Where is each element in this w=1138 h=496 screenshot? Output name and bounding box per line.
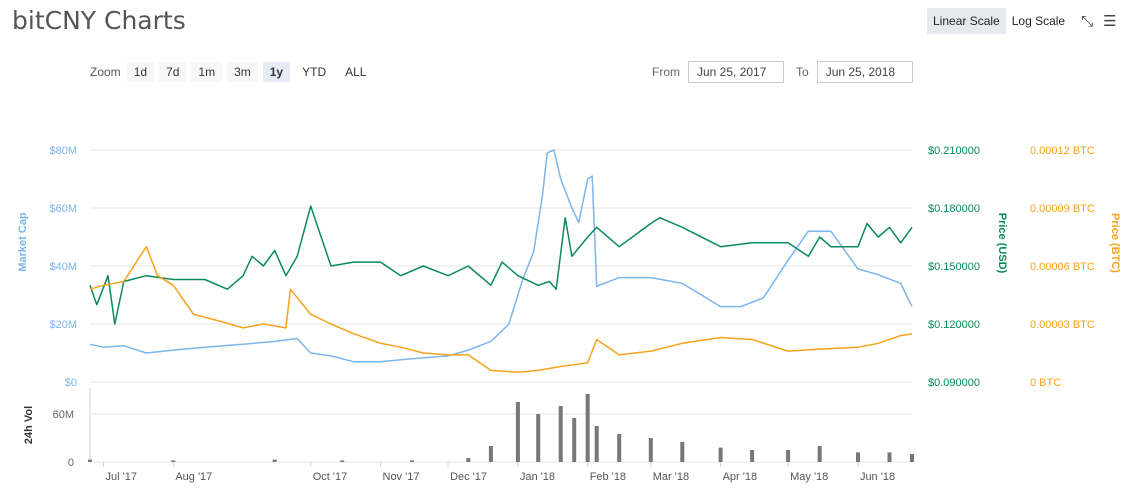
- volume-bar: [750, 450, 755, 462]
- volume-bar: [887, 452, 892, 462]
- volume-bar: [558, 406, 563, 462]
- volume-tick-label: 0: [68, 457, 74, 469]
- linear-scale-button[interactable]: Linear Scale: [927, 8, 1006, 34]
- to-label: To: [796, 65, 809, 79]
- x-tick-label: Oct '17: [313, 471, 348, 483]
- price-usd-tick-label: $0.180000: [928, 203, 980, 215]
- market-cap-tick-label: $20M: [49, 319, 77, 331]
- series-line-market-cap: [89, 149, 913, 363]
- volume-axis-title: 24h Vol: [23, 406, 35, 444]
- hamburger-menu-icon[interactable]: ☰: [1103, 13, 1117, 30]
- volume-bar: [680, 442, 685, 462]
- from-date-input[interactable]: [688, 61, 784, 83]
- expand-icon[interactable]: ⤡: [1081, 12, 1094, 30]
- zoom-1d-button[interactable]: 1d: [126, 62, 155, 82]
- x-tick-label: Nov '17: [383, 471, 420, 483]
- price-usd-tick-label: $0.120000: [928, 319, 980, 331]
- price-usd-tick-label: $0.210000: [928, 145, 980, 157]
- x-tick-label: Jun '18: [860, 471, 895, 483]
- volume-bar: [594, 426, 599, 462]
- zoom-1m-button[interactable]: 1m: [191, 62, 223, 82]
- market-cap-tick-label: $60M: [49, 203, 77, 215]
- volume-tick-label: 60M: [53, 409, 74, 421]
- series-line-price-usd: [89, 205, 913, 325]
- volume-bar: [910, 454, 914, 462]
- volume-bar: [817, 446, 822, 462]
- zoom-3m-button[interactable]: 3m: [227, 62, 258, 82]
- x-tick-label: Apr '18: [723, 471, 758, 483]
- price-btc-axis-title: Price (BTC): [1109, 213, 1121, 273]
- x-tick-label: Aug '17: [175, 471, 212, 483]
- from-label: From: [652, 65, 680, 79]
- price-btc-tick-label: 0.00012 BTC: [1030, 145, 1095, 157]
- volume-bar: [488, 446, 493, 462]
- market-cap-tick-label: $0: [65, 377, 77, 389]
- market-cap-axis-title: Market Cap: [17, 212, 29, 272]
- log-scale-button[interactable]: Log Scale: [1011, 14, 1066, 28]
- zoom-controls: Zoom 1d 7d 1m 3m 1y YTD ALL: [90, 62, 378, 82]
- volume-bar: [572, 418, 577, 462]
- zoom-1y-button[interactable]: 1y: [262, 62, 291, 82]
- zoom-ytd-button[interactable]: YTD: [302, 65, 327, 79]
- x-tick-label: Feb '18: [590, 471, 626, 483]
- zoom-label: Zoom: [90, 65, 121, 79]
- volume-bar: [585, 394, 590, 462]
- x-tick-label: Jan '18: [520, 471, 555, 483]
- page-title: bitCNY Charts: [12, 6, 186, 35]
- volume-bar: [515, 402, 520, 462]
- market-cap-tick-label: $40M: [49, 261, 77, 273]
- price-btc-tick-label: 0 BTC: [1030, 377, 1061, 389]
- volume-bar: [617, 434, 622, 462]
- volume-bar: [272, 459, 277, 462]
- volume-bar: [648, 438, 653, 462]
- price-usd-axis-title: Price (USD): [996, 213, 1008, 274]
- x-tick-label: Jul '17: [106, 471, 137, 483]
- zoom-all-button[interactable]: ALL: [345, 65, 367, 79]
- volume-bar: [856, 452, 860, 462]
- volume-bar: [536, 414, 541, 462]
- volume-bar: [340, 460, 345, 462]
- price-btc-tick-label: 0.00009 BTC: [1030, 203, 1095, 215]
- to-date-input[interactable]: [816, 61, 913, 83]
- volume-bar: [88, 459, 92, 462]
- x-tick-label: Mar '18: [653, 471, 689, 483]
- date-range: From To: [652, 61, 925, 83]
- price-btc-tick-label: 0.00003 BTC: [1030, 319, 1095, 331]
- x-tick-label: May '18: [790, 471, 828, 483]
- x-tick-label: Dec '17: [450, 471, 487, 483]
- series-line-price-btc: [89, 245, 913, 374]
- volume-bar: [171, 460, 176, 462]
- price-btc-tick-label: 0.00006 BTC: [1030, 261, 1095, 273]
- scale-toggle: Linear Scale Log Scale ⤡ ☰: [927, 8, 1117, 34]
- price-usd-tick-label: $0.150000: [928, 261, 980, 273]
- volume-bar: [410, 460, 414, 462]
- volume-bar: [718, 447, 723, 462]
- volume-bar: [466, 458, 471, 462]
- market-cap-tick-label: $80M: [49, 145, 77, 157]
- price-usd-tick-label: $0.090000: [928, 377, 980, 389]
- volume-bar: [786, 450, 791, 462]
- zoom-7d-button[interactable]: 7d: [159, 62, 187, 82]
